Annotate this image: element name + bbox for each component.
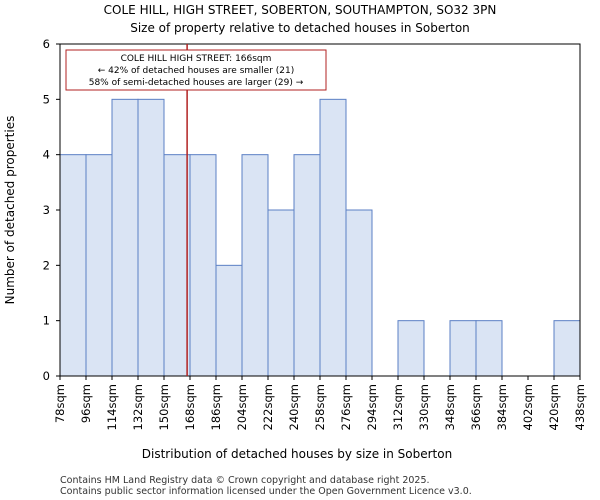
x-tick-label: 366sqm [469, 384, 483, 430]
x-tick-label: 222sqm [261, 384, 275, 430]
bar-276sqm [345, 209, 373, 377]
bar-222sqm [267, 209, 295, 377]
x-tick-label: 294sqm [365, 384, 379, 430]
x-tick-label: 96sqm [79, 384, 93, 423]
y-tick-label: 0 [43, 369, 50, 383]
x-tick-label: 420sqm [547, 384, 561, 430]
y-tick-label: 6 [43, 37, 50, 51]
chart-subtitle: Size of property relative to detached ho… [130, 21, 470, 35]
bar-168sqm [189, 154, 217, 377]
bar-186sqm [215, 264, 243, 377]
bar-114sqm [111, 98, 139, 377]
x-ticks: 78sqm 96sqm 114sqm 132sqm 150sqm 168sqm 186sqm… [53, 376, 587, 430]
chart-title: COLE HILL, HIGH STREET, SOBERTON, SOUTHA… [104, 3, 497, 17]
bar-258sqm [319, 98, 347, 377]
annotation-line-2: ← 42% of detached houses are smaller (21… [98, 66, 295, 76]
bar-96sqm [85, 154, 113, 377]
x-tick-label: 240sqm [287, 384, 301, 430]
y-tick-label: 4 [43, 148, 50, 162]
x-tick-label: 258sqm [313, 384, 327, 430]
x-tick-label: 384sqm [495, 384, 509, 430]
y-ticks: 0 1 2 3 4 5 6 [43, 37, 60, 383]
x-tick-label: 312sqm [391, 384, 405, 430]
y-tick-label: 2 [43, 258, 50, 272]
x-tick-label: 78sqm [53, 384, 67, 423]
bar-348sqm [449, 320, 477, 377]
y-tick-label: 5 [43, 92, 50, 106]
footer-line-2: Contains public sector information licen… [60, 486, 472, 497]
bar-240sqm [293, 154, 321, 377]
x-tick-label: 168sqm [183, 384, 197, 430]
annotation-line-3: 58% of semi-detached houses are larger (… [89, 78, 304, 88]
bar-78sqm [59, 154, 87, 377]
x-axis-label: Distribution of detached houses by size … [142, 447, 452, 461]
x-tick-label: 114sqm [105, 384, 119, 430]
x-tick-label: 276sqm [339, 384, 353, 430]
annotation-line-1: COLE HILL HIGH STREET: 166sqm [121, 54, 272, 64]
x-tick-label: 348sqm [443, 384, 457, 430]
x-tick-label: 438sqm [573, 384, 587, 430]
y-tick-label: 1 [43, 314, 50, 328]
x-tick-label: 186sqm [209, 384, 223, 430]
bar-150sqm [163, 154, 191, 377]
x-tick-label: 150sqm [157, 384, 171, 430]
x-tick-label: 132sqm [131, 384, 145, 430]
bar-420sqm [553, 320, 581, 377]
x-tick-label: 330sqm [417, 384, 431, 430]
bar-312sqm [397, 320, 425, 377]
bars-group [59, 98, 581, 377]
y-axis-label: Number of detached properties [3, 116, 17, 305]
x-tick-label: 402sqm [521, 384, 535, 430]
x-tick-label: 204sqm [235, 384, 249, 430]
y-tick-label: 3 [43, 203, 50, 217]
footer-line-1: Contains HM Land Registry data © Crown c… [60, 475, 430, 486]
plot-frame [59, 43, 581, 377]
bar-204sqm [241, 154, 269, 377]
bar-132sqm [137, 98, 165, 377]
bar-366sqm [475, 320, 503, 377]
annotation-box: COLE HILL HIGH STREET: 166sqm ← 42% of d… [65, 49, 327, 91]
